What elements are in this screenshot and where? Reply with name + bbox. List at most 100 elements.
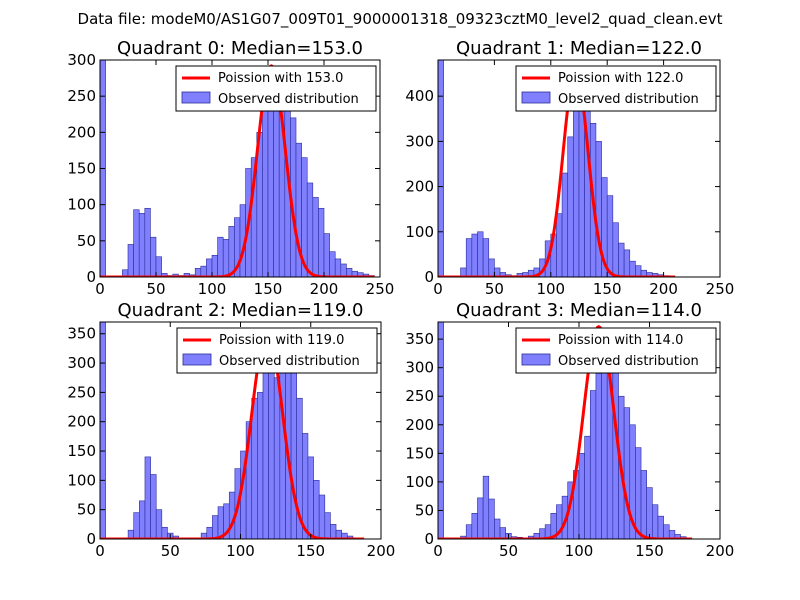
legend-line-label: Poission with 122.0 [558, 71, 683, 86]
x-tick-label: 200 [310, 280, 339, 298]
y-tick-label: 250 [405, 387, 434, 405]
y-tick-label: 150 [67, 160, 96, 178]
quadrant-title: Quadrant 0: Median=153.0 [117, 38, 363, 59]
histogram-bar [279, 356, 286, 539]
x-tick-label: 0 [95, 542, 105, 560]
plot-area [100, 60, 375, 277]
y-tick-label: 300 [67, 51, 96, 69]
histogram-bar [438, 60, 444, 277]
histogram-bar [257, 392, 264, 539]
histogram-bar [161, 526, 168, 539]
y-tick-label: 300 [405, 359, 434, 377]
histogram-bar [482, 475, 490, 539]
histogram-bar [212, 515, 219, 539]
y-tick-label: 0 [86, 530, 96, 548]
histogram-bar [595, 373, 602, 539]
y-tick-label: 250 [67, 87, 96, 105]
x-tick-label: 100 [198, 280, 227, 298]
y-tick-label: 0 [424, 530, 434, 548]
x-tick-label: 50 [485, 280, 504, 298]
y-tick-label: 100 [67, 196, 96, 214]
x-tick-label: 50 [499, 542, 518, 560]
legend-bar-label: Observed distribution [558, 354, 699, 369]
histogram-bar [488, 498, 495, 539]
histogram-bar [313, 480, 320, 539]
histogram-bar [211, 255, 218, 277]
x-tick-label: 200 [706, 542, 735, 560]
histogram-bar [150, 474, 157, 539]
histogram-bar [561, 172, 569, 277]
histogram-bar [623, 407, 631, 539]
y-tick-label: 200 [67, 123, 96, 141]
histogram-bar [138, 213, 146, 277]
legend-bar-swatch [521, 353, 551, 366]
x-tick-label: 0 [433, 280, 443, 298]
histogram-bar [133, 512, 140, 539]
x-tick-label: 150 [254, 280, 283, 298]
x-tick-label: 100 [536, 280, 565, 298]
legend: Poission with 153.0 Observed distribution [175, 65, 377, 112]
y-tick-label: 250 [67, 383, 96, 401]
histogram-bar [133, 209, 140, 277]
histogram-bar [273, 103, 280, 277]
plot-area [438, 60, 676, 277]
y-tick-label: 100 [67, 471, 96, 489]
histogram-bar [200, 265, 207, 277]
legend-box [176, 327, 378, 374]
histogram-bar [340, 263, 347, 277]
quadrant-title: Quadrant 2: Median=119.0 [118, 300, 364, 321]
histogram-bar [652, 504, 659, 539]
histogram-bar [499, 527, 506, 539]
histogram-bar [477, 497, 484, 539]
quadrant-2-chart: Quadrant 2: Median=119.0 0 50 100 150 200 0 50 1… [67, 300, 395, 560]
y-tick-label: 50 [77, 501, 96, 519]
x-tick-label: 0 [433, 542, 443, 560]
y-tick-label: 200 [405, 178, 434, 196]
x-tick-label: 100 [226, 542, 255, 560]
histogram-bar [144, 207, 151, 277]
y-tick-label: 200 [67, 413, 96, 431]
histogram-bar [465, 238, 473, 277]
y-tick-label: 50 [77, 232, 96, 250]
histogram-bar [222, 239, 230, 277]
histogram-bar [144, 456, 151, 539]
x-tick-label: 0 [95, 280, 105, 298]
histogram-bar [312, 197, 319, 277]
histogram-bar [556, 213, 563, 277]
histogram-bar [629, 260, 636, 277]
histogram-bar [438, 322, 444, 539]
quadrant-panels: Quadrant 0: Median=153.0 0 50 100 150 200 250 0… [67, 38, 734, 560]
y-tick-label: 150 [67, 442, 96, 460]
histogram-bar [657, 515, 664, 539]
histogram-bar [646, 487, 653, 539]
y-tick-label: 50 [415, 501, 434, 519]
legend: Poission with 114.0 Observed distribution [515, 327, 717, 374]
quadrant-title: Quadrant 3: Median=114.0 [456, 300, 702, 321]
histogram-bar [589, 390, 597, 539]
histogram-bar [567, 136, 574, 277]
y-tick-label: 350 [67, 325, 96, 343]
histogram-bar [155, 256, 162, 277]
histogram-bar [494, 518, 501, 539]
x-tick-label: 100 [565, 542, 594, 560]
histogram-bar [155, 509, 163, 539]
histogram-bar [618, 242, 625, 277]
y-tick-label: 300 [67, 354, 96, 372]
legend-box [515, 65, 717, 112]
quadrant-title: Quadrant 1: Median=122.0 [456, 38, 702, 59]
x-tick-label: 50 [146, 280, 165, 298]
x-tick-label: 200 [649, 280, 678, 298]
y-tick-label: 300 [405, 132, 434, 150]
legend-bar-label: Observed distribution [219, 354, 360, 369]
histogram-bar [329, 251, 336, 277]
histogram-bar [150, 236, 157, 277]
histogram-bar [262, 99, 269, 277]
histogram-bar [217, 236, 224, 277]
x-tick-label: 150 [635, 542, 664, 560]
legend-line-label: Poission with 114.0 [558, 333, 683, 348]
plot-area [100, 322, 365, 539]
histogram-bar [318, 494, 326, 539]
histogram-bar [477, 231, 484, 277]
legend-bar-label: Observed distribution [558, 92, 699, 107]
